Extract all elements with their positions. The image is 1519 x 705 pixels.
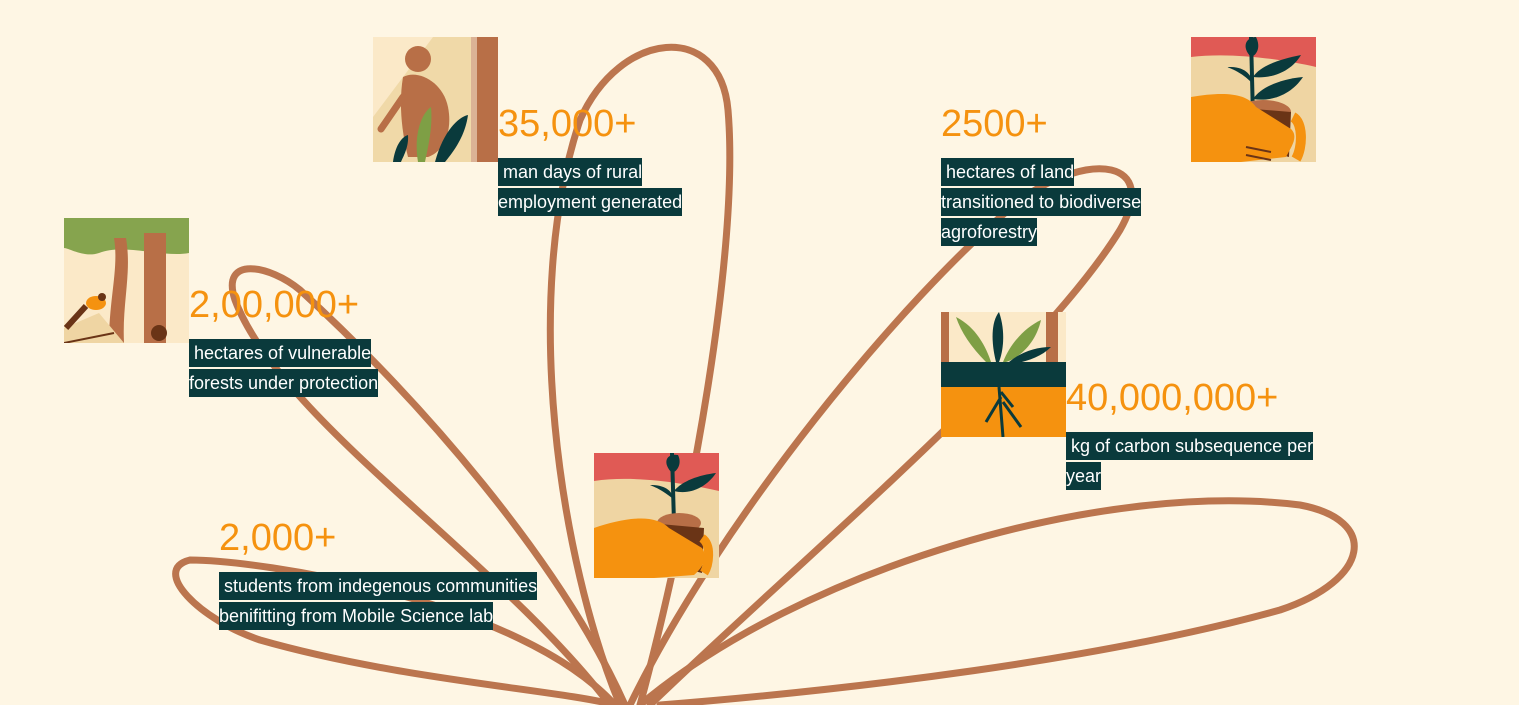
stat-description: students from indegenous communities ben… <box>219 572 538 630</box>
stat-number: 2500+ <box>941 103 1048 145</box>
stat-number: 40,000,000+ <box>1066 377 1279 419</box>
stat-forest-protection: 2,00,000+ hectares of vulnerable forests… <box>189 285 411 398</box>
stat-description: hectares of land transitioned to biodive… <box>941 158 1142 246</box>
hand-holding-sapling-icon <box>594 453 719 578</box>
stat-description: hectares of vulnerable forests under pro… <box>189 339 379 397</box>
plant-roots-icon <box>941 312 1066 437</box>
stat-carbon: 40,000,000+ kg of carbon subsequence per… <box>1066 378 1316 491</box>
bird-in-forest-icon <box>64 218 189 343</box>
stat-description: man days of rural employment generated <box>498 158 683 216</box>
hand-holding-sapling-icon <box>1191 37 1316 162</box>
stat-agroforestry: 2500+ hectares of land transitioned to b… <box>941 104 1169 247</box>
stat-students: 2,000+ students from indegenous communit… <box>219 518 579 631</box>
stat-number: 2,000+ <box>219 517 337 559</box>
stat-number: 35,000+ <box>498 103 637 145</box>
stat-description: kg of carbon subsequence per year <box>1066 432 1314 490</box>
stat-rural-employment: 35,000+ man days of rural employment gen… <box>498 104 713 217</box>
stat-number: 2,00,000+ <box>189 284 360 326</box>
person-planting-icon <box>373 37 498 162</box>
